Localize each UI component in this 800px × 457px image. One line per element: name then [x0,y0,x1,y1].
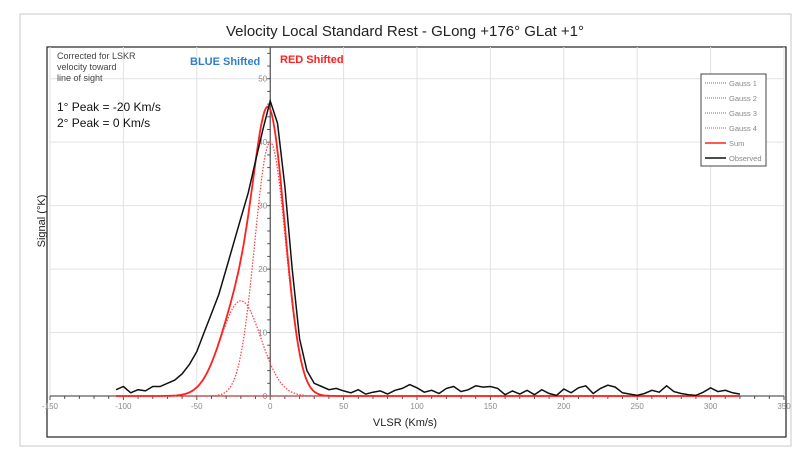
peak2-annotation: 2° Peak = 0 Km/s [57,116,150,130]
sum-curve [116,105,740,397]
y-tick-label: 50 [258,75,267,84]
curves [115,98,741,397]
note-line-2: velocity toward [57,62,117,72]
y-axis-label: Signal (°K) [36,195,48,248]
x-tick-label: 0 [268,402,273,411]
y-tick-label: 10 [258,329,267,338]
legend-label-sum: Sum [729,139,744,148]
note-line-1: Corrected for LSKR [57,51,136,61]
chart-title: Velocity Local Standard Rest - GLong +17… [226,23,584,40]
grid [49,47,785,396]
legend-box [700,73,767,167]
chart-frame [19,13,792,447]
legend-label-gauss-4: Gauss 4 [729,124,757,133]
y-tick-label: 30 [258,202,267,211]
x-tick-label: 200 [557,402,571,411]
legend: Gauss 1 Gauss 2 Gauss 3 Gauss 4 Sum Observed [700,73,767,167]
note-line-3: line of sight [57,73,103,83]
y-tick-label: 20 [258,265,267,274]
x-tick-label: -100 [115,402,132,411]
red-shifted-label: RED Shifted [280,54,344,66]
observed-curve [115,98,741,397]
legend-label-gauss-2: Gauss 2 [729,94,757,103]
x-tick-label: 50 [339,402,348,411]
legend-label-observed: Observed [729,154,762,163]
y-tick-label: 40 [258,138,267,147]
legend-label-gauss-3: Gauss 3 [729,109,757,118]
x-tick-label: -150 [42,402,59,411]
x-axis-label: VLSR (Km/s) [373,417,437,429]
x-tick-label: 300 [704,402,718,411]
x-tick-label: 350 [777,402,791,411]
peak1-annotation: 1° Peak = -20 Km/s [57,100,161,114]
legend-label-gauss-1: Gauss 1 [729,79,757,88]
x-tick-label: 100 [410,402,424,411]
blue-shifted-label: BLUE Shifted [190,56,260,68]
x-tick-label: 150 [484,402,498,411]
x-tick-label: 250 [631,402,645,411]
x-tick-label: -50 [191,402,203,411]
